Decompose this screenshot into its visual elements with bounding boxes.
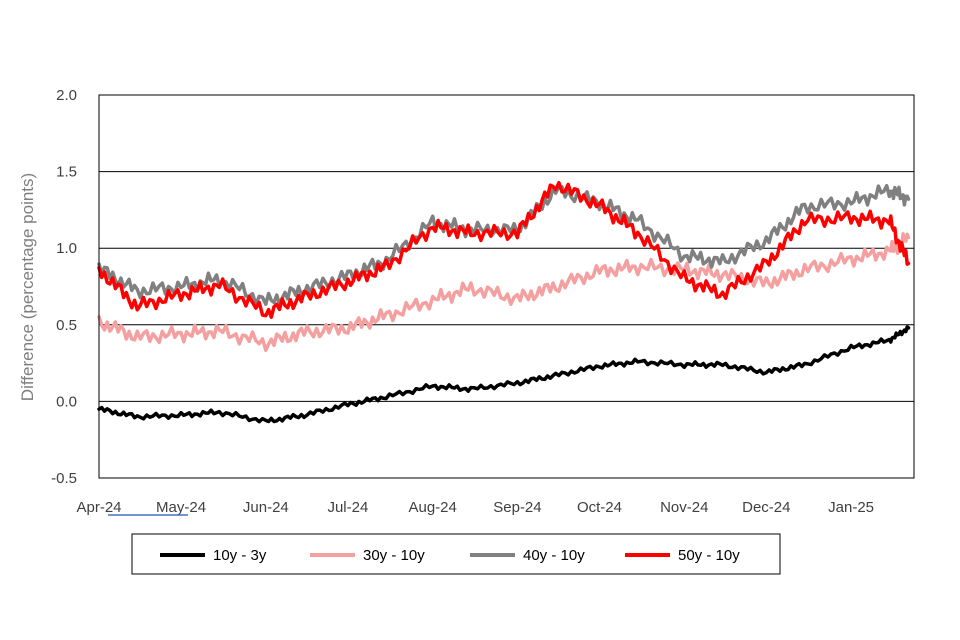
y-axis-ticks: 2.0 1.5 1.0 0.5 0.0 -0.5 [51,87,77,487]
x-tick-label: Apr-24 [76,499,121,516]
legend-frame [131,533,781,575]
series-line-3 [97,180,911,319]
y-tick-label: 1.5 [56,164,77,181]
y-tick-label: 1.0 [56,240,77,257]
y-tick-label: 0.5 [56,317,77,334]
x-tick-label: Dec-24 [742,499,790,516]
x-tick-label: Nov-24 [660,499,708,516]
y-tick-label: -0.5 [51,470,77,487]
x-tick-label: Jul-24 [327,499,368,516]
y-tick-label: 2.0 [56,87,77,104]
y-axis-label: Difference (percentage points) [18,173,37,401]
legend-label: 40y - 10y [523,547,585,564]
legend-label: 50y - 10y [678,547,740,564]
y-tick-label: 0.0 [56,393,77,410]
series-lines [97,180,911,424]
legend-label: 30y - 10y [363,547,425,564]
x-tick-label: Oct-24 [577,499,622,516]
x-tick-label: Aug-24 [408,499,456,516]
series-line-1 [97,232,911,353]
x-tick-label: Sep-24 [493,499,541,516]
legend: 10y - 3y 30y - 10y 40y - 10y 50y - 10y [131,533,781,575]
x-tick-label: May-24 [156,499,206,516]
plot-area-frame [98,94,915,479]
x-axis-ticks: Apr-24 May-24 Jun-24 Jul-24 Aug-24 Sep-24 Oct-… [76,499,874,516]
series-line-0 [97,325,911,424]
x-tick-label: Jun-24 [243,499,289,516]
legend-label: 10y - 3y [213,547,267,564]
x-tick-label: Jan-25 [828,499,874,516]
